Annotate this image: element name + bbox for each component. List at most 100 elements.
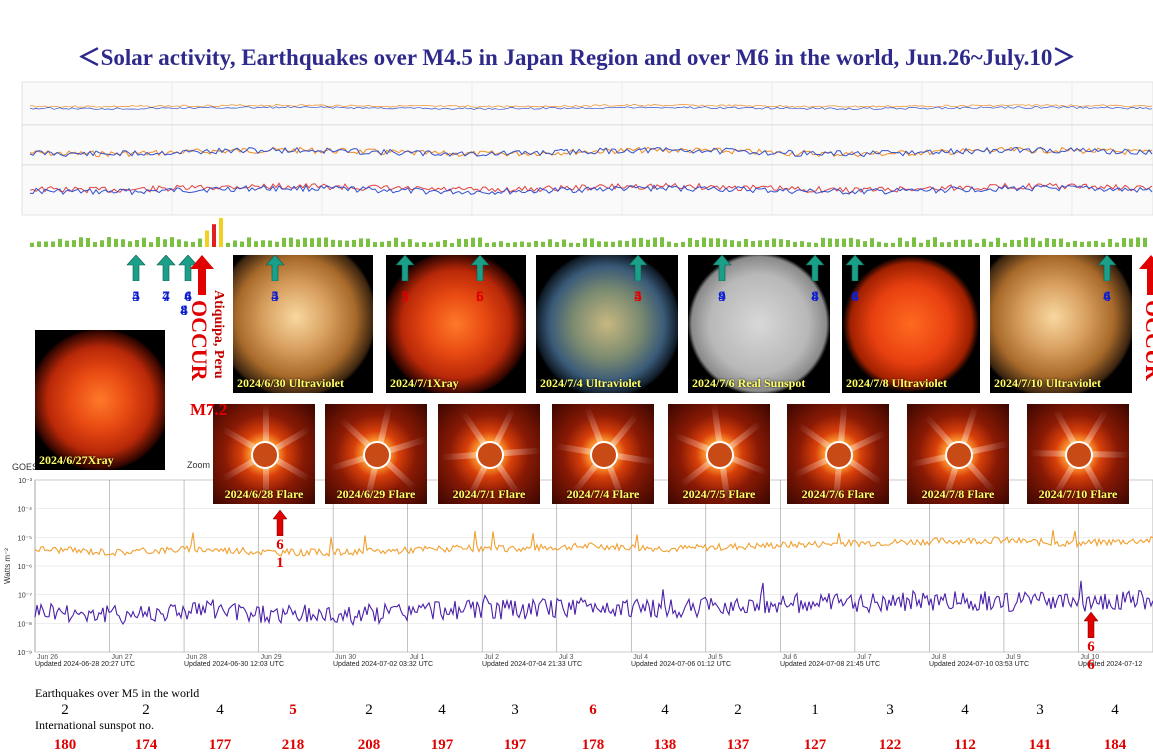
kp-bar [100,240,104,247]
quake-count: 1 [811,702,819,718]
kp-bar [1003,242,1007,247]
x-tick-label: Jun 28 [186,654,207,661]
kp-bar [660,237,664,247]
x-tick-label: Jun 30 [335,654,356,661]
kp-bar [968,239,972,247]
kp-bar [541,241,545,247]
sunspot-number: 112 [954,737,976,753]
kp-bar [506,242,510,247]
kp-bar [492,242,496,247]
magnitude-digit: 4 [851,289,859,305]
sunspot-number: 184 [1103,737,1127,753]
kp-bar [898,237,902,247]
arrow-shape [156,254,176,282]
y-tick-label: 10⁻⁴ [18,507,33,514]
green-arrow-icon [156,254,176,282]
kp-bar [1017,240,1021,247]
x-tick-label: Jul 5 [708,654,723,661]
magnitude-digit: 6 [1087,639,1095,655]
kp-bar [317,237,321,247]
arrow-shape [265,254,285,282]
kp-bar [562,239,566,247]
kp-bar [268,240,272,247]
occulter-disk [590,441,618,469]
magnitude-digit: 4 [184,289,192,305]
flare-image: 2024/7/6 Flare [787,404,889,504]
sunspot-number: 137 [726,737,750,753]
kp-bar [1038,241,1042,247]
occulter-disk [825,441,853,469]
update-label: Updated 2024-07-02 03:32 UTC [333,661,433,668]
sun-image: 2024/7/4 Ultraviolet [536,255,678,393]
kp-bar [632,238,636,247]
strip-trace [29,184,1153,196]
kp-bar [184,241,188,247]
kp-bar [779,239,783,247]
quake-count: 4 [216,702,224,718]
kp-bar [590,238,594,247]
kp-bar [338,240,342,247]
green-arrow-icon [628,254,648,282]
kp-bar [163,239,167,247]
kp-bar [135,240,139,247]
kp-bar [940,242,944,247]
kp-bar [828,238,832,247]
sunspot-row-label: International sunspot no. [35,718,154,732]
kp-bar [667,241,671,247]
kp-bar [1115,242,1119,247]
arrow-shape [395,254,415,282]
red-arrow-icon [190,255,214,295]
kp-bar [51,241,55,247]
kp-bar [1108,238,1112,247]
x-tick-label: Jul 9 [1006,654,1021,661]
kp-bar [534,240,538,247]
sun-image: 2024/7/1Xray [386,255,526,393]
kp-bar [954,239,958,247]
flare-caption: 2024/6/28 Flare [224,487,304,501]
kp-bar [422,242,426,247]
kp-bar [471,237,475,247]
kp-bar [702,237,706,247]
kp-bar [296,239,300,247]
kp-bar [744,239,748,247]
kp-bar [443,239,447,247]
kp-bar [1129,238,1133,247]
kp-bar [1045,238,1049,247]
sun-image-caption: 2024/7/4 Ultraviolet [540,376,641,390]
sun-disk [386,255,526,393]
magnitude-digit: 4 [811,289,819,305]
zoom-label[interactable]: Zoom [187,460,211,470]
red-arrow-icon [272,510,288,536]
quake-count: 2 [365,702,373,718]
kp-bar [681,241,685,247]
strip-trace [29,106,1153,110]
kp-bar [513,242,517,247]
kp-bar [639,237,643,247]
kp-bar [975,242,979,247]
kp-bar [947,242,951,247]
sunspot-number: 180 [53,737,77,753]
flare-caption: 2024/6/29 Flare [336,487,416,501]
update-label: Updated 2024-06-30 12:03 UTC [184,661,284,668]
x-tick-label: Jul 7 [857,654,872,661]
quake-row-label: Earthquakes over M5 in the world [35,686,200,700]
kp-bar [849,237,853,247]
y-axis-label: Watts m⁻² [3,548,12,584]
kp-bar [275,241,279,247]
sun-image-caption: 2024/6/30 Ultraviolet [237,376,344,390]
sun-disk [536,255,678,393]
kp-bar [366,238,370,247]
flux-series-line [34,529,1153,558]
kp-bar [576,242,580,247]
flare-image: 2024/6/28 Flare [213,404,315,504]
occur-magnitude: M7.2 [190,400,228,419]
kp-bar [737,241,741,247]
green-arrow-icon [395,254,415,282]
magnitude-decimal: 8 [180,303,188,319]
sun-disk [233,255,373,393]
goes-label: GOES [12,462,39,472]
magnitude-digit: 4 [132,289,140,305]
green-arrow-icon [470,254,490,282]
kp-bar [716,238,720,247]
